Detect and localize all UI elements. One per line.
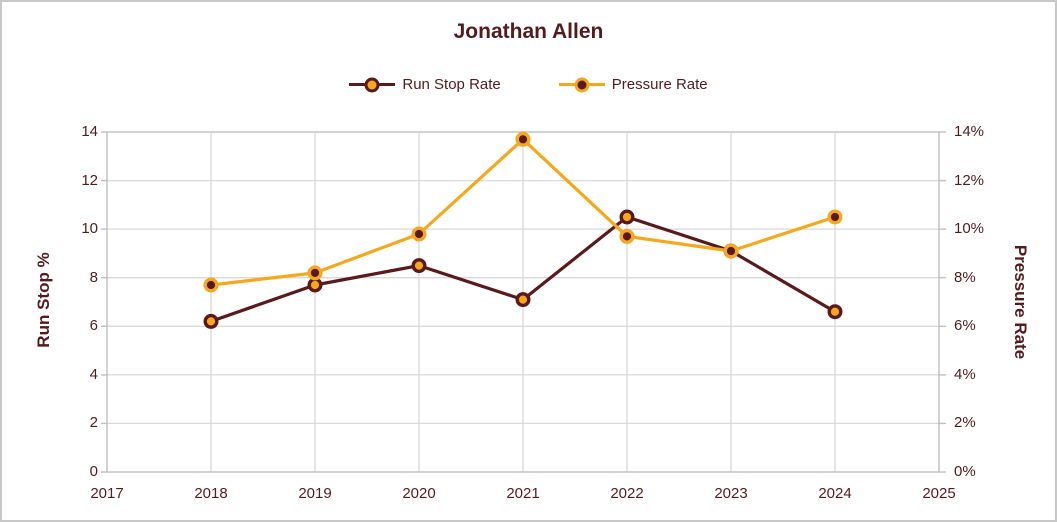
- pressure-rate-marker-icon: [574, 77, 590, 92]
- left-y-tick-label: 6: [89, 317, 98, 335]
- x-axis-tick-label: 2024: [818, 485, 852, 502]
- x-axis-tick-label: 2019: [298, 485, 332, 502]
- x-axis-tick-label: 2021: [506, 485, 540, 502]
- right-y-tick-label: 10%: [954, 220, 985, 238]
- run-stop-rate-line-swatch: [349, 77, 396, 92]
- left-y-tick-label: 4: [89, 365, 98, 383]
- right-y-tick-label: 0%: [954, 463, 976, 480]
- x-axis-tick-label: 2017: [90, 485, 124, 502]
- legend-label-pressure-rate: Pressure Rate: [611, 76, 708, 93]
- right-y-tick-label: 6%: [954, 317, 976, 335]
- x-axis-tick-label: 2022: [610, 485, 644, 502]
- run-stop-rate-marker-icon: [364, 77, 380, 92]
- legend: Run Stop Rate Pressure Rate: [2, 76, 1055, 93]
- x-axis-tick-label: 2020: [402, 485, 436, 502]
- legend-item-run-stop-rate: Run Stop Rate: [349, 76, 501, 93]
- pressure-rate-line-swatch: [558, 77, 605, 92]
- left-y-tick-label: 8: [89, 268, 98, 286]
- plot-area: [101, 131, 946, 473]
- left-y-tick-label: 0: [89, 463, 98, 480]
- legend-item-pressure-rate: Pressure Rate: [558, 76, 708, 93]
- right-y-tick-label: 8%: [954, 268, 976, 286]
- right-y-tick-label: 12%: [954, 171, 985, 189]
- x-axis-tick-label: 2025: [922, 485, 956, 502]
- legend-label-run-stop-rate: Run Stop Rate: [402, 76, 501, 93]
- left-y-tick-label: 12: [81, 171, 98, 189]
- right-y-tick-label: 14%: [954, 123, 985, 140]
- left-y-tick-label: 2: [89, 414, 98, 432]
- right-y-tick-label: 2%: [954, 414, 976, 432]
- right-axis-title: Pressure Rate: [1011, 244, 1030, 360]
- left-y-tick-label: 10: [81, 220, 98, 238]
- chart-title: Jonathan Allen: [453, 20, 604, 43]
- left-y-tick-label: 14: [81, 123, 98, 140]
- x-axis-tick-label: 2018: [194, 485, 228, 502]
- right-y-tick-label: 4%: [954, 365, 976, 383]
- x-axis-tick-label: 2023: [714, 485, 748, 502]
